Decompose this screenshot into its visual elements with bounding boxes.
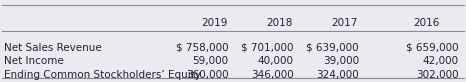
Text: 360,000: 360,000 <box>186 70 228 80</box>
Text: Net Sales Revenue: Net Sales Revenue <box>4 43 102 53</box>
Text: $ 639,000: $ 639,000 <box>306 43 359 53</box>
Text: 40,000: 40,000 <box>258 56 294 66</box>
Text: 302,000: 302,000 <box>417 70 459 80</box>
Text: $ 758,000: $ 758,000 <box>176 43 228 53</box>
Text: 2017: 2017 <box>332 18 358 28</box>
Text: 2019: 2019 <box>201 18 227 28</box>
Text: Ending Common Stockholders’ Equity: Ending Common Stockholders’ Equity <box>4 70 201 80</box>
Text: 42,000: 42,000 <box>423 56 459 66</box>
Text: 324,000: 324,000 <box>316 70 359 80</box>
Text: 39,000: 39,000 <box>322 56 359 66</box>
Text: $ 659,000: $ 659,000 <box>406 43 459 53</box>
Text: 2016: 2016 <box>413 18 439 28</box>
Text: $ 701,000: $ 701,000 <box>241 43 294 53</box>
Text: Net Income: Net Income <box>4 56 63 66</box>
Text: 2018: 2018 <box>267 18 293 28</box>
Text: 346,000: 346,000 <box>251 70 294 80</box>
Text: 59,000: 59,000 <box>192 56 228 66</box>
